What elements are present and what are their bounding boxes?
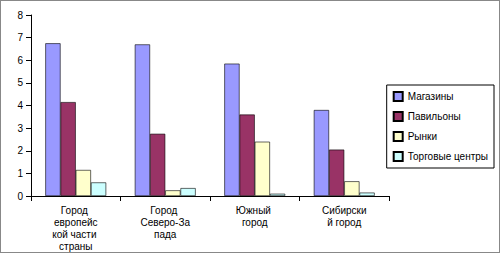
svg-text:Сибирски: Сибирски xyxy=(322,205,367,216)
svg-text:пада: пада xyxy=(154,229,177,240)
svg-text:1: 1 xyxy=(17,168,23,179)
svg-text:7: 7 xyxy=(17,32,23,43)
svg-text:кой части: кой части xyxy=(52,229,99,240)
svg-text:8: 8 xyxy=(17,10,23,21)
svg-text:Северо-За: Северо-За xyxy=(140,217,190,228)
svg-text:Павильоны: Павильоны xyxy=(408,111,461,122)
svg-text:5: 5 xyxy=(17,77,23,88)
svg-text:Город: Город xyxy=(61,205,91,216)
svg-text:Город: Город xyxy=(150,205,180,216)
svg-text:3: 3 xyxy=(17,123,23,134)
svg-text:Магазины: Магазины xyxy=(408,91,454,102)
svg-text:страны: страны xyxy=(59,241,92,252)
svg-text:2: 2 xyxy=(17,145,23,156)
svg-text:Южный: Южный xyxy=(236,205,274,216)
svg-text:город: город xyxy=(242,217,268,228)
svg-text:6: 6 xyxy=(17,55,23,66)
svg-text:Торговые центры: Торговые центры xyxy=(408,151,488,162)
svg-text:й город: й город xyxy=(327,217,361,228)
svg-text:Рынки: Рынки xyxy=(408,131,437,142)
svg-text:европейс: европейс xyxy=(54,217,98,228)
svg-text:0: 0 xyxy=(17,191,23,202)
svg-text:4: 4 xyxy=(17,100,23,111)
